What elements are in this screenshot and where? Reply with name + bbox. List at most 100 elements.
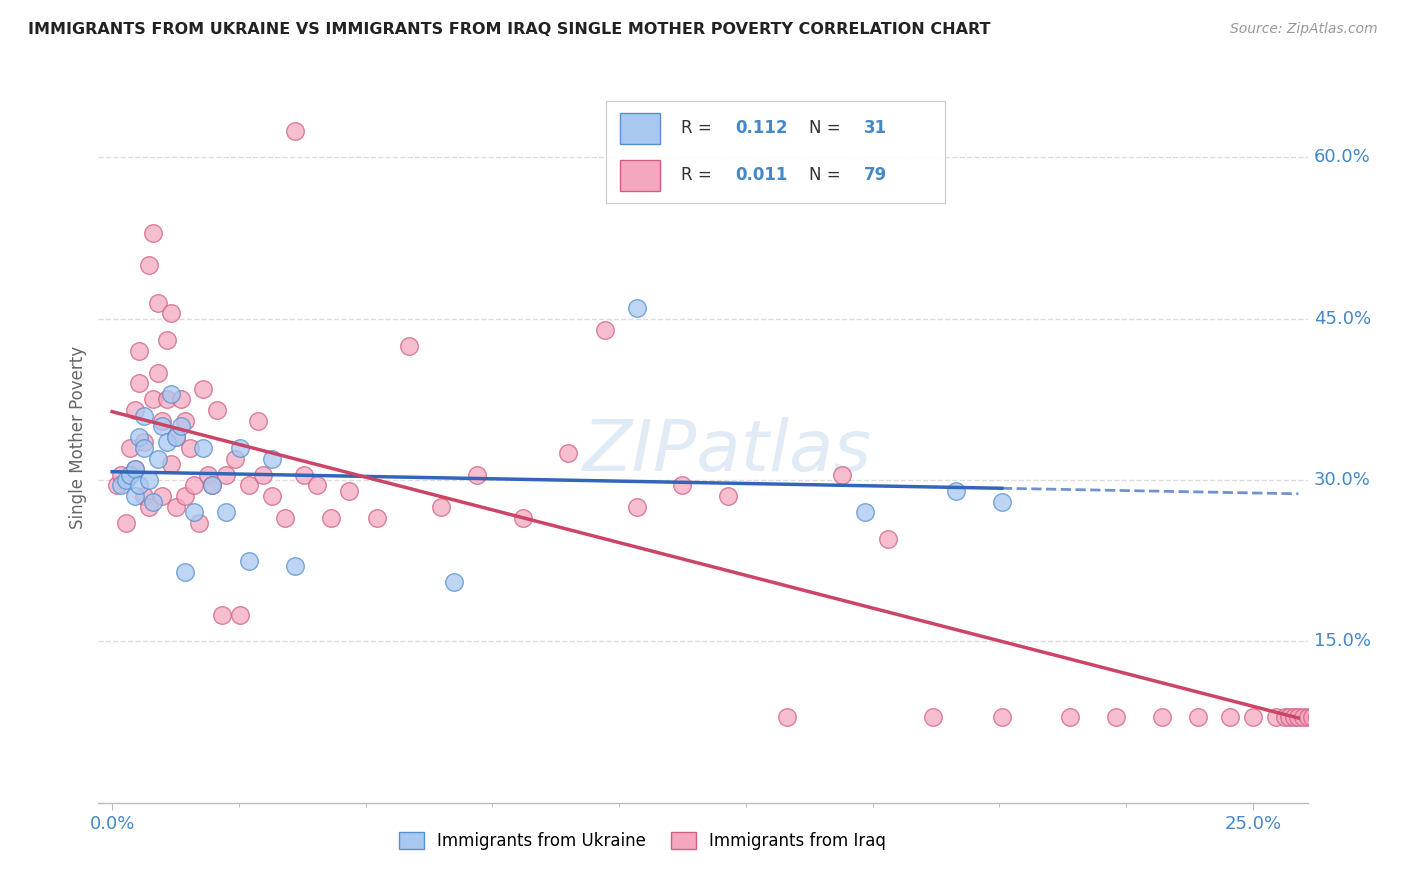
Point (626, 301, 648, 315)
Point (120, 441, 142, 455)
Point (922, 710, 945, 724)
Text: 45.0%: 45.0% (1313, 310, 1371, 327)
Point (215, 467, 238, 482)
Text: 30.0%: 30.0% (1313, 471, 1371, 489)
Point (128, 478, 150, 492)
Point (174, 414, 197, 428)
Point (132, 441, 155, 455)
Point (1274, 710, 1296, 724)
Point (160, 387, 183, 401)
Point (238, 478, 260, 492)
Point (1264, 710, 1286, 724)
Point (252, 467, 274, 482)
Point (128, 430, 150, 444)
Point (150, 414, 173, 428)
Point (160, 306, 183, 320)
Point (626, 500, 648, 514)
Point (132, 489, 155, 503)
Point (128, 376, 150, 391)
Point (224, 451, 246, 466)
Point (229, 607, 252, 622)
Point (593, 322, 616, 336)
Point (201, 478, 224, 492)
Point (1282, 710, 1305, 724)
Point (717, 489, 740, 503)
Point (274, 510, 297, 524)
Point (831, 467, 853, 482)
Point (160, 457, 183, 471)
Point (146, 451, 169, 466)
Text: ZIPatlas: ZIPatlas (582, 417, 872, 486)
Point (429, 500, 451, 514)
Point (1310, 710, 1333, 724)
Point (165, 430, 187, 444)
Point (366, 510, 388, 524)
Point (124, 462, 146, 476)
Point (110, 467, 132, 482)
Point (247, 414, 270, 428)
Point (284, 123, 307, 137)
Point (1187, 710, 1209, 724)
Point (945, 483, 967, 498)
Point (260, 451, 283, 466)
Point (146, 366, 169, 380)
Point (156, 392, 179, 407)
Text: 15.0%: 15.0% (1313, 632, 1371, 650)
Point (1292, 710, 1315, 724)
Point (146, 295, 169, 310)
Point (128, 344, 150, 359)
Point (174, 565, 197, 579)
Point (1301, 710, 1323, 724)
Point (337, 483, 360, 498)
Point (671, 478, 693, 492)
Point (307, 478, 329, 492)
Point (1241, 710, 1264, 724)
Text: 60.0%: 60.0% (1313, 148, 1371, 167)
Point (169, 419, 191, 434)
Point (193, 382, 215, 396)
Point (1105, 710, 1128, 724)
Point (114, 516, 136, 530)
Point (110, 478, 132, 492)
Point (776, 710, 799, 724)
Point (138, 258, 160, 272)
Point (142, 392, 165, 407)
Text: IMMIGRANTS FROM UKRAINE VS IMMIGRANTS FROM IRAQ SINGLE MOTHER POVERTY CORRELATIO: IMMIGRANTS FROM UKRAINE VS IMMIGRANTS FR… (28, 22, 991, 37)
Point (197, 467, 219, 482)
Point (183, 505, 205, 519)
Text: Source: ZipAtlas.com: Source: ZipAtlas.com (1230, 22, 1378, 37)
Point (991, 494, 1014, 508)
Point (1150, 710, 1173, 724)
Point (398, 338, 420, 352)
Point (124, 462, 146, 476)
Point (292, 467, 315, 482)
Point (150, 489, 173, 503)
Point (238, 554, 260, 568)
Point (557, 446, 579, 460)
Point (156, 435, 179, 450)
Point (156, 333, 179, 347)
Point (142, 494, 165, 508)
Point (138, 473, 160, 487)
Point (1278, 710, 1301, 724)
Point (443, 575, 465, 590)
Point (193, 441, 215, 455)
Point (215, 505, 238, 519)
Point (114, 473, 136, 487)
Point (132, 435, 155, 450)
Point (876, 533, 898, 547)
Point (165, 500, 187, 514)
Point (211, 607, 233, 622)
Point (124, 489, 146, 503)
Point (321, 510, 343, 524)
Point (512, 510, 534, 524)
Point (991, 710, 1014, 724)
Point (284, 559, 307, 574)
Point (183, 478, 205, 492)
Point (201, 478, 224, 492)
Point (150, 419, 173, 434)
Point (120, 467, 142, 482)
Point (138, 500, 160, 514)
Point (132, 409, 155, 423)
Point (165, 430, 187, 444)
